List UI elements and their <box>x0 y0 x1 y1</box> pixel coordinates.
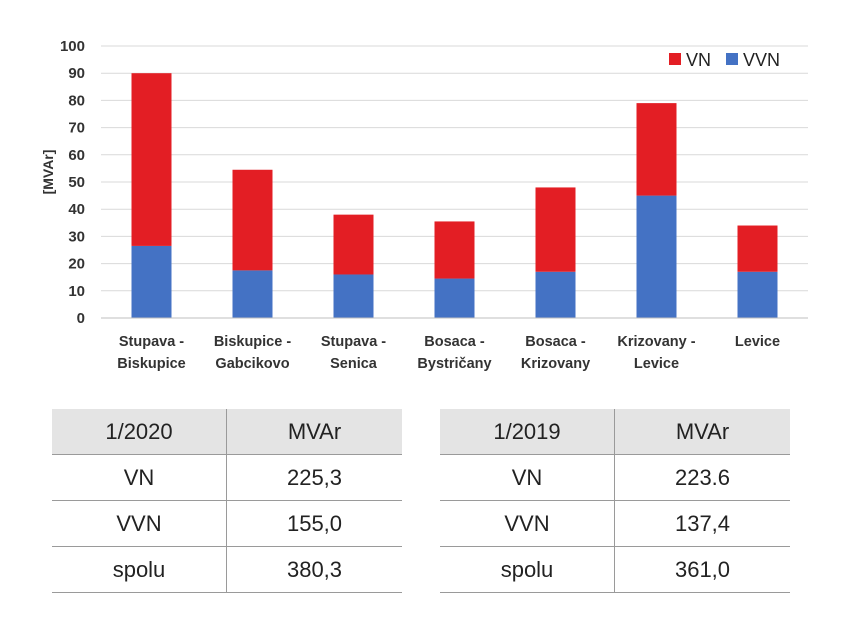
bar-vvn <box>535 271 576 318</box>
bar-vn <box>737 225 778 272</box>
y-axis-ticks: 0 10 20 30 40 50 60 70 80 90 100 <box>60 38 85 327</box>
bar-vvn <box>232 270 273 318</box>
table-header-cell: MVAr <box>226 409 402 455</box>
table-cell: VVN <box>52 500 227 547</box>
bar-vn <box>232 169 273 271</box>
y-tick-label: 100 <box>60 38 85 55</box>
x-category-label: Stupava - <box>321 334 386 350</box>
x-category-label: Krizovany - <box>617 334 695 350</box>
table-header-cell: MVAr <box>614 409 790 455</box>
x-category-label: Stupava - <box>119 334 184 350</box>
x-axis-categories: Stupava - Biskupice Biskupice - Gabcikovo St… <box>117 334 780 372</box>
table-cell: 225,3 <box>226 454 402 501</box>
y-tick-label: 20 <box>68 256 85 273</box>
x-category-label: Krizovany <box>521 356 590 372</box>
table-cell: VN <box>52 454 227 501</box>
y-axis-label: [MVAr] <box>40 150 56 195</box>
y-tick-label: 80 <box>68 92 85 109</box>
bar-vvn <box>434 278 475 318</box>
x-category-label: Gabcikovo <box>215 356 289 372</box>
table-row: spolu 361,0 <box>440 546 790 593</box>
x-category-label: Bosaca - <box>525 334 586 350</box>
table-cell: spolu <box>440 546 615 593</box>
bar-vn <box>131 73 172 246</box>
table-row: VVN 155,0 <box>52 500 402 547</box>
y-tick-label: 50 <box>68 174 85 191</box>
x-category-label: Bystričany <box>417 356 491 372</box>
bar-vvn <box>333 274 374 318</box>
x-category-label: Biskupice <box>117 356 186 372</box>
y-tick-label: 60 <box>68 147 85 164</box>
table-cell: VVN <box>440 500 615 547</box>
legend: VN VVN <box>669 50 780 70</box>
table-row: VVN 137,4 <box>440 500 790 547</box>
x-category-label: Levice <box>735 334 780 350</box>
stacked-bar-chart: 0 10 20 30 40 50 60 70 80 90 100 [MVAr] Stupava - B… <box>40 38 808 372</box>
table-cell: 155,0 <box>226 500 402 547</box>
legend-swatch-vvn <box>726 53 738 65</box>
legend-label: VVN <box>743 50 780 70</box>
table-cell: 361,0 <box>614 546 790 593</box>
bar-vn <box>434 221 475 279</box>
y-tick-label: 40 <box>68 201 85 218</box>
x-category-label: Levice <box>634 356 679 372</box>
summary-table-2020: 1/2020 MVAr VN 225,3 VVN 155,0 spolu 380… <box>52 409 402 593</box>
table-cell: VN <box>440 454 615 501</box>
y-tick-label: 90 <box>68 65 85 82</box>
x-category-label: Biskupice - <box>214 334 292 350</box>
y-tick-label: 70 <box>68 120 85 137</box>
bar-vvn <box>131 245 172 318</box>
summary-table-2019: 1/2019 MVAr VN 223.6 VVN 137,4 spolu 361… <box>440 409 790 593</box>
table-cell: 380,3 <box>226 546 402 593</box>
table-header-cell: 1/2019 <box>440 409 615 455</box>
legend-label: VN <box>686 50 711 70</box>
table-header-cell: 1/2020 <box>52 409 227 455</box>
table-cell: 223.6 <box>614 454 790 501</box>
table-cell: 137,4 <box>614 500 790 547</box>
gridlines <box>101 45 808 292</box>
x-category-label: Bosaca - <box>424 334 485 350</box>
table-row: VN 225,3 <box>52 454 402 501</box>
legend-swatch-vn <box>669 53 681 65</box>
bar-vvn <box>636 195 677 318</box>
table-row: VN 223.6 <box>440 454 790 501</box>
y-tick-label: 30 <box>68 228 85 245</box>
bar-vn <box>535 187 576 272</box>
table-header-row: 1/2020 MVAr <box>52 409 402 455</box>
bar-vvn <box>737 271 778 318</box>
table-row: spolu 380,3 <box>52 546 402 593</box>
table-header-row: 1/2019 MVAr <box>440 409 790 455</box>
y-tick-label: 10 <box>68 283 85 300</box>
x-category-label: Senica <box>330 356 378 372</box>
bars <box>131 73 778 318</box>
bar-vn <box>636 103 677 196</box>
y-tick-label: 0 <box>77 310 85 327</box>
bar-vn <box>333 214 374 275</box>
table-cell: spolu <box>52 546 227 593</box>
